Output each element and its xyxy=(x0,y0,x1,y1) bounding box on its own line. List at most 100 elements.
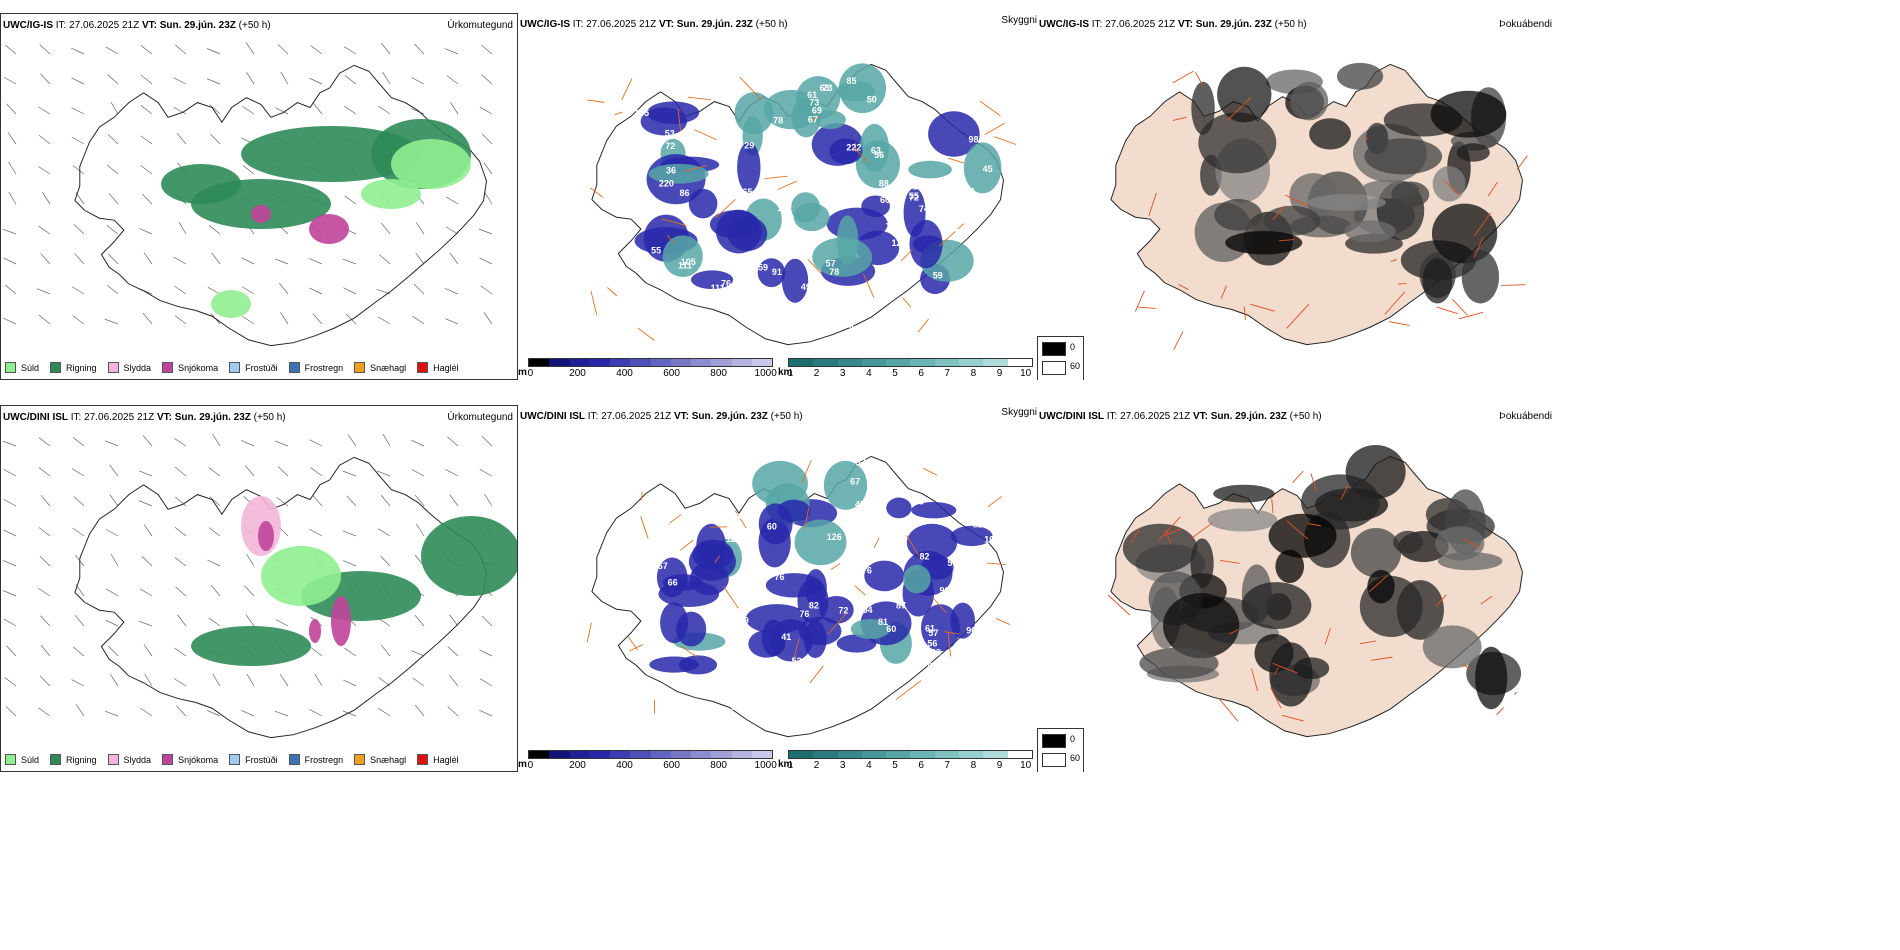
cloud-base-label: 54 xyxy=(863,605,873,615)
fog-area xyxy=(1364,138,1443,175)
cloud-base-label: 74 xyxy=(919,204,929,214)
wind-barb xyxy=(71,77,85,85)
wind-barb xyxy=(40,615,51,627)
road xyxy=(1219,559,1240,564)
cloud-base-label: 120 xyxy=(726,534,741,544)
wind-barb xyxy=(3,499,17,507)
road xyxy=(1286,303,1310,329)
road xyxy=(1274,667,1279,675)
cloud-base-label: 75 xyxy=(960,592,970,602)
road xyxy=(1158,516,1181,541)
cloud-base-label: 57 xyxy=(826,258,836,268)
cloud-area xyxy=(678,655,718,675)
wind-barb xyxy=(309,258,323,265)
cloud-area xyxy=(734,92,774,135)
wind-barb xyxy=(2,440,17,447)
cloud-area xyxy=(850,618,891,639)
legend-item: Frostúði xyxy=(229,362,278,373)
wind-barb xyxy=(40,73,51,85)
legend-swatch xyxy=(354,754,366,765)
cloud-base-label: 55 xyxy=(643,612,653,622)
legend-swatch xyxy=(229,362,241,373)
wind-barb xyxy=(37,106,51,115)
cloud-base-label: 29 xyxy=(744,140,754,150)
wind-barb xyxy=(5,284,17,295)
legend-label: Frostregn xyxy=(304,362,344,373)
fog-area xyxy=(1139,647,1219,679)
wind-barb xyxy=(72,437,85,447)
wind-barb xyxy=(174,647,187,657)
precip-area xyxy=(211,290,251,318)
wind-barb xyxy=(206,48,221,55)
cloud-area xyxy=(737,142,761,193)
cloud-base-label: 12 xyxy=(892,238,902,248)
wind-barb xyxy=(411,469,425,477)
cloud-base-label: 39 xyxy=(764,80,774,90)
road xyxy=(1271,498,1274,514)
road xyxy=(714,555,721,564)
wind-barb xyxy=(344,647,357,657)
fog-area xyxy=(1213,484,1275,503)
precip-panel-bottom: UWC/DINI ISL IT: 27.06.2025 21Z VT: Sun.… xyxy=(0,405,518,772)
road xyxy=(1243,306,1246,321)
legend-swatch xyxy=(162,362,174,373)
cloud-base-label: 42 xyxy=(919,301,929,311)
cloud-base-label: 82 xyxy=(919,551,929,561)
variable-name: Úrkomutegund xyxy=(447,20,513,31)
cloud-base-label: 41 xyxy=(850,558,860,568)
road xyxy=(734,510,747,529)
cloud-base-label: 126 xyxy=(827,532,842,542)
wind-barb xyxy=(410,650,425,657)
legend-label: Frostúði xyxy=(245,362,278,373)
fog-legend-low: 0 xyxy=(1070,734,1076,744)
legend-item: Snjókoma xyxy=(162,362,218,373)
cloud-base-label: 84 xyxy=(739,459,749,469)
panel-title: UWC/IG-IS IT: 27.06.2025 21Z VT: Sun. 29… xyxy=(1039,19,1307,30)
colorbar-tick: 1 xyxy=(787,368,794,379)
cloud-area xyxy=(911,502,957,519)
road xyxy=(947,632,952,657)
precip-area xyxy=(361,179,421,209)
colorbar-tick: 1000 xyxy=(754,368,777,379)
cloud-base-label: 51 xyxy=(927,195,937,205)
coastline xyxy=(74,64,488,347)
fog-area xyxy=(1367,569,1395,604)
cloud-base-label: 56 xyxy=(874,150,884,160)
wind-barb xyxy=(140,45,153,55)
colorbar-tick: 2 xyxy=(813,368,820,379)
road xyxy=(1163,528,1183,536)
road xyxy=(948,157,964,164)
wind-barb xyxy=(479,709,493,717)
cloud-area xyxy=(647,101,700,124)
wind-barb xyxy=(142,435,153,447)
wind-barb xyxy=(173,106,187,115)
wind-barb xyxy=(71,679,85,687)
cloud-base-label: 73 xyxy=(823,83,833,93)
road xyxy=(862,273,875,298)
cloud-base-label: 41 xyxy=(781,632,791,642)
wind-barb xyxy=(211,252,221,265)
wind-barb xyxy=(344,105,357,115)
road xyxy=(1516,155,1528,170)
road xyxy=(1436,306,1458,315)
wind-barb xyxy=(39,675,51,687)
cloud-base-label: 69 xyxy=(739,616,749,626)
wind-barb xyxy=(277,44,289,55)
colorbar-tick: 0 xyxy=(527,760,534,771)
fog-area xyxy=(1198,112,1277,174)
cloud-base-label: 55 xyxy=(957,658,967,668)
cloud-base-label: 61 xyxy=(975,114,985,124)
wind-barb xyxy=(279,674,289,687)
road xyxy=(640,491,643,501)
cloud-area xyxy=(836,634,877,653)
wind-barb xyxy=(104,440,119,447)
legend-swatch xyxy=(107,362,119,373)
road xyxy=(1220,285,1227,299)
road xyxy=(1384,291,1406,315)
wind-barb xyxy=(244,585,255,597)
variable-name: Úrkomutegund xyxy=(447,412,513,423)
road xyxy=(1190,522,1214,539)
cloud-base-label: 71 xyxy=(907,181,917,191)
wind-barb xyxy=(280,312,289,325)
wind-barb xyxy=(174,315,187,325)
